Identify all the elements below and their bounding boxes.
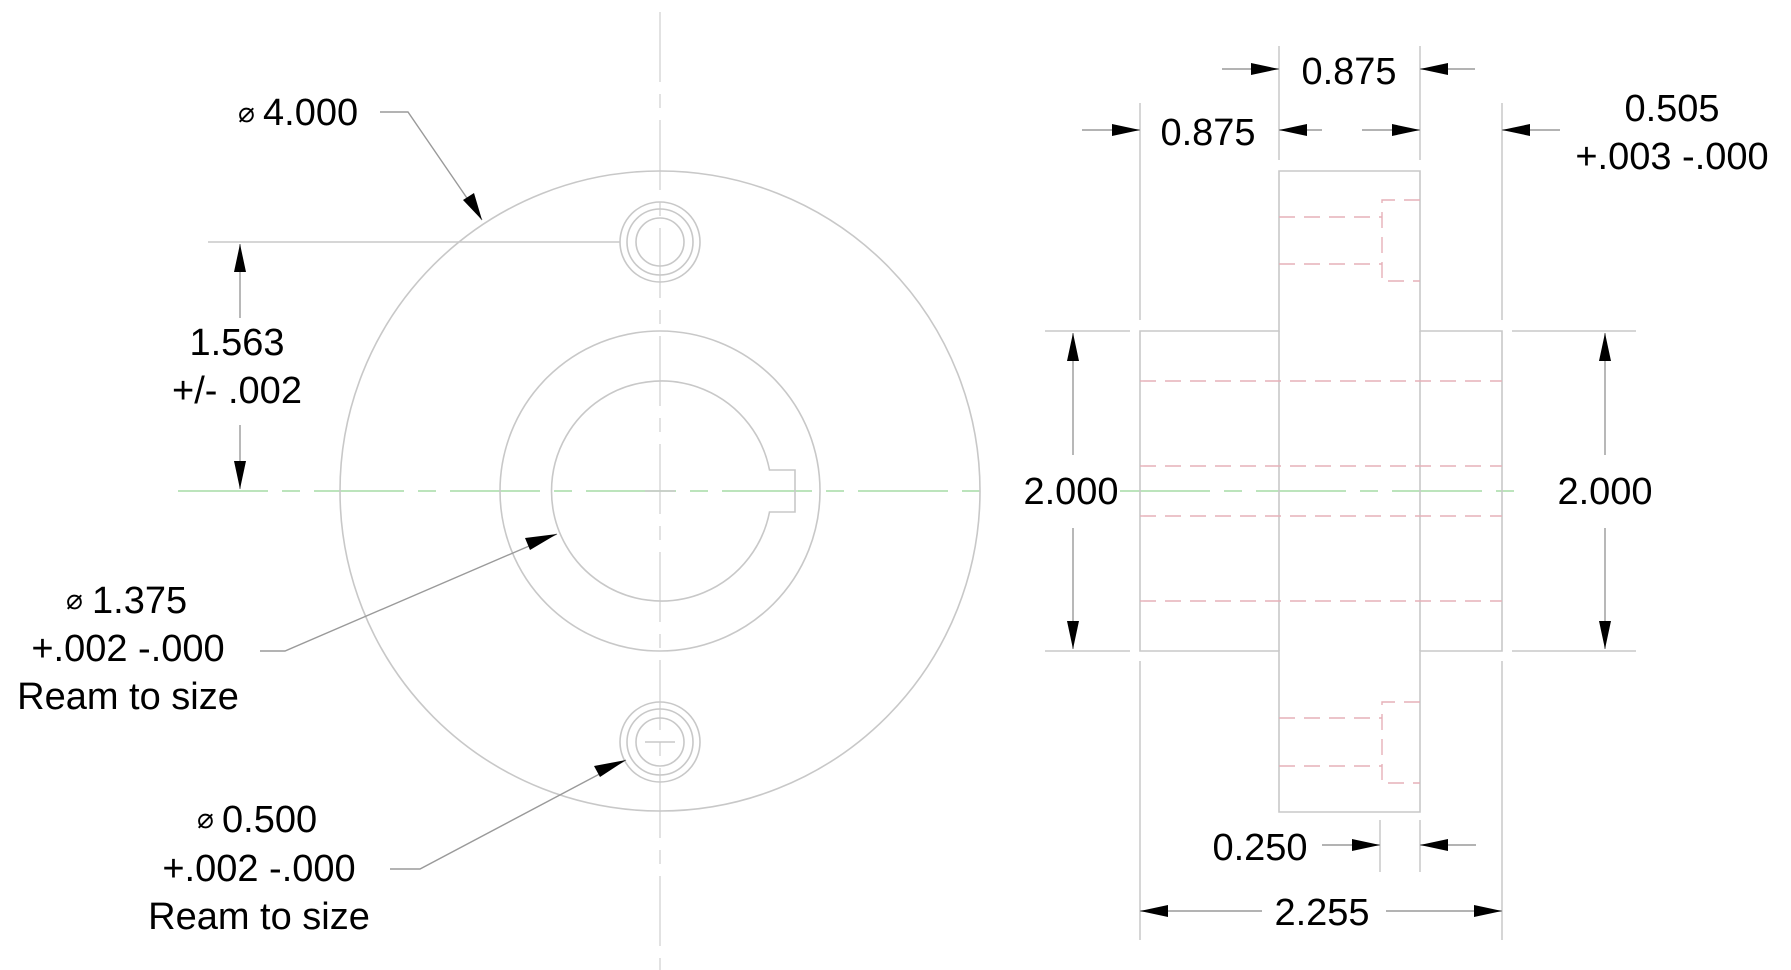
bolt-spacing-value: 1.563	[189, 322, 284, 364]
hub-diameter-right-value: 2.000	[1557, 471, 1652, 513]
outer-flange-circle	[339, 170, 981, 812]
counterbore-depth-dimension: 0.250	[1212, 827, 1476, 869]
bottom-counterbore	[1279, 701, 1420, 784]
bore-dimension: ⌀ 1.375 +.002 -.000 Ream to size	[17, 533, 558, 718]
hub-diameter-right-dimension: 2.000	[1557, 333, 1653, 649]
hub-circle	[499, 330, 821, 652]
bore-with-keyway	[550, 380, 796, 602]
bore-note: Ream to size	[17, 676, 239, 718]
right-hub-dimension: 0.505 +.003 -.000	[1502, 88, 1769, 178]
bore-hidden-lines	[1140, 380, 1502, 602]
hub-diameter-left-value: 2.000	[1023, 471, 1118, 513]
bolt-spacing-tolerance: +/- .002	[172, 370, 302, 412]
right-hub-value: 0.505	[1624, 88, 1719, 130]
overall-length-dimension: 2.255	[1140, 892, 1502, 934]
side-extension-lines	[1045, 46, 1636, 940]
diameter-symbol: ⌀	[238, 96, 255, 129]
counterbore-depth-value: 0.250	[1212, 827, 1307, 869]
bolt-hole-note: Ream to size	[148, 896, 370, 938]
bore-diameter-value: 1.375	[92, 580, 187, 622]
side-view: 0.875 0.875 0.505 +.003 -.000 2.000	[1023, 46, 1769, 940]
bottom-bolt-hole	[619, 701, 701, 783]
top-counterbore	[1279, 199, 1420, 282]
bore-tolerance: +.002 -.000	[31, 628, 224, 670]
flange-width-value: 0.875	[1301, 51, 1396, 93]
bore-diameter-symbol: ⌀	[66, 583, 83, 616]
bolt-hole-dimension: ⌀ 0.500 +.002 -.000 Ream to size	[148, 759, 627, 938]
bolt-hole-diameter-symbol: ⌀	[197, 802, 214, 835]
bolt-hole-tolerance: +.002 -.000	[162, 848, 355, 890]
bolt-spacing-dimension: 1.563 +/- .002	[172, 241, 620, 489]
right-hub-tolerance: +.003 -.000	[1575, 136, 1768, 178]
front-view: ⌀ 4.000 1.563 +/- .002 ⌀ 1.375 +.002 -.0…	[17, 12, 985, 970]
overall-length-value: 2.255	[1274, 892, 1369, 934]
outer-diameter-dimension: ⌀ 4.000	[238, 92, 483, 221]
flange-width-dimension: 0.875	[1222, 51, 1475, 93]
bolt-hole-diameter-value: 0.500	[222, 799, 317, 841]
hub-diameter-left-dimension: 2.000	[1023, 333, 1119, 649]
hub-width-value: 0.875	[1160, 112, 1255, 154]
outer-diameter-value: 4.000	[263, 92, 358, 134]
hub-width-dimension: 0.875	[1082, 112, 1420, 154]
